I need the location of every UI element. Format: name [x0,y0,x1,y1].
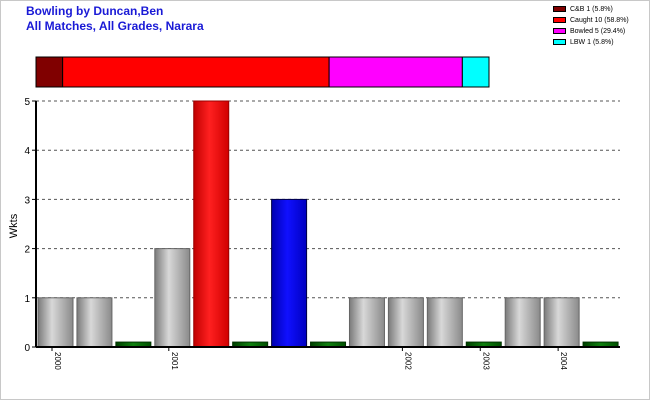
legend-swatch [553,17,566,24]
legend-item-bowled: Bowled 5 (29.4%) [553,27,629,38]
bar [348,297,385,348]
y-tick-label: 5 [24,97,30,108]
legend-label: Bowled 5 (29.4%) [570,28,626,35]
bar [387,297,424,348]
bar [154,248,191,348]
bar [76,297,113,348]
legend-label: Caught 10 (58.8%) [570,17,629,24]
y-axis-label: Wkts [8,213,20,238]
x-tick-label: 2003 [481,352,490,370]
chart-subtitle: All Matches, All Grades, Narara [26,19,204,33]
x-tick-label: 2000 [53,352,62,370]
axes: 0 1 2 3 4 5 2000 2001 2002 2003 2004 [24,97,620,370]
y-tick-label: 4 [24,146,30,157]
x-tick-label: 2001 [170,352,179,370]
y-tick-label: 1 [24,294,30,305]
legend-label: C&B 1 (5.8%) [570,6,613,13]
legend-item-caught: Caught 10 (58.8%) [553,16,629,27]
legend-swatch [553,39,566,46]
breakdown-segment [461,56,490,88]
legend-item-lbw: LBW 1 (5.8%) [553,38,629,49]
dismissal-breakdown-bar [35,56,490,88]
bar [193,100,230,348]
bar [543,297,580,348]
y-tick-label: 0 [24,343,30,354]
breakdown-segment [328,56,463,88]
legend-label: LBW 1 (5.8%) [570,39,614,46]
bars [37,100,619,348]
legend: C&B 1 (5.8%) Caught 10 (58.8%) Bowled 5 … [553,5,629,49]
x-tick-label: 2004 [559,352,568,370]
bar [271,198,308,348]
legend-item-cb: C&B 1 (5.8%) [553,5,629,16]
x-tick-label: 2002 [403,352,412,370]
grid [36,100,620,299]
breakdown-segment [35,56,64,88]
bar [504,297,541,348]
legend-swatch [553,28,566,35]
y-tick-label: 3 [24,195,30,206]
breakdown-segment [62,56,330,88]
legend-swatch [553,6,566,13]
chart-title: Bowling by Duncan,Ben [26,4,164,18]
y-tick-label: 2 [24,245,30,256]
bar [426,297,463,348]
bar [37,297,74,348]
